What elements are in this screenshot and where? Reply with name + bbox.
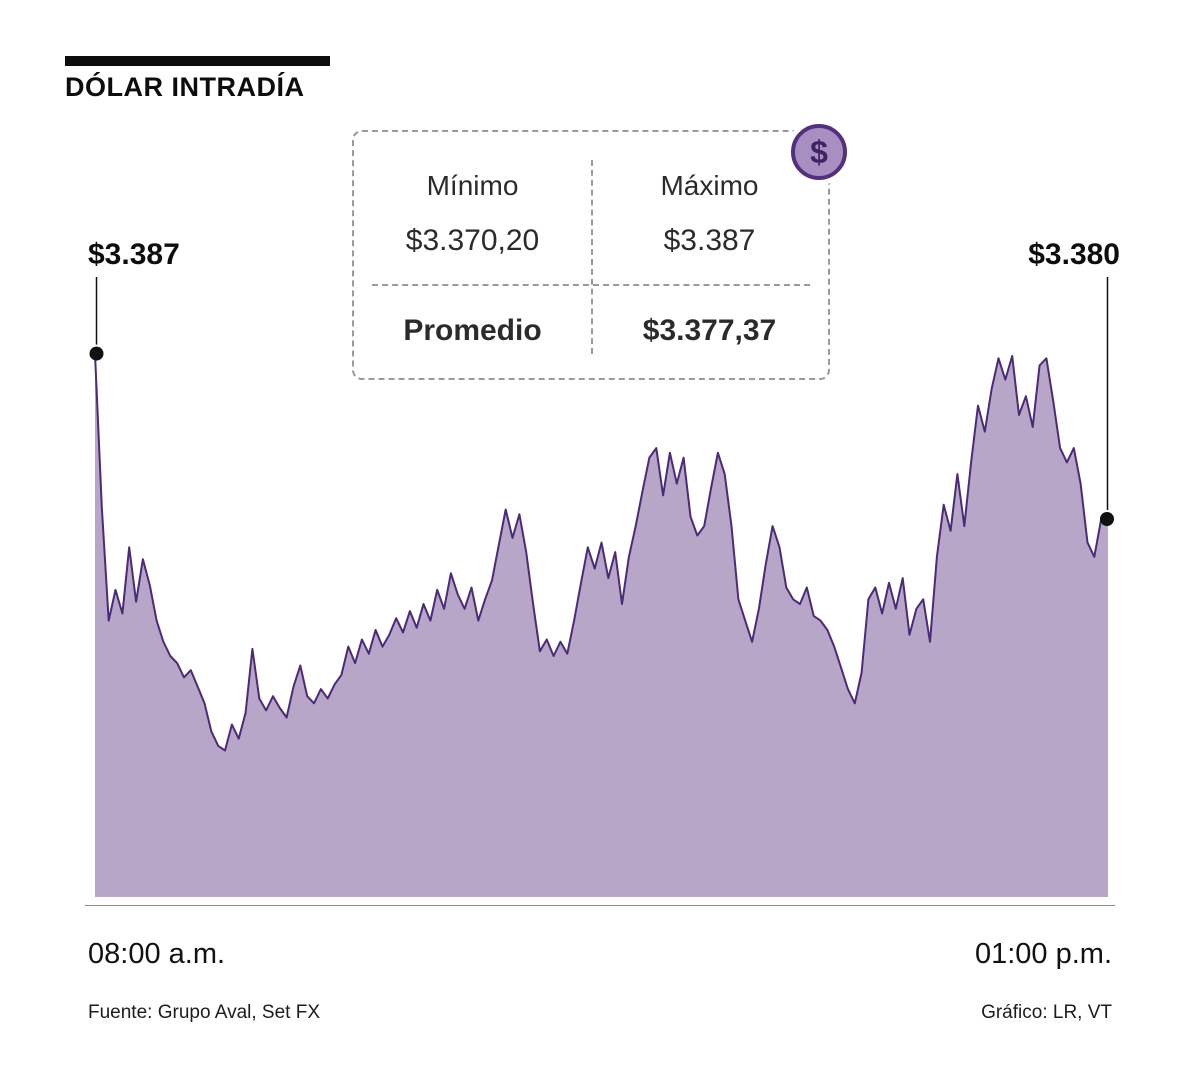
dollar-glyph: $ bbox=[810, 134, 828, 170]
graphic-credit: Gráfico: LR, VT bbox=[981, 1002, 1112, 1023]
max-value: $3.387 bbox=[663, 224, 756, 257]
x-axis-line bbox=[85, 905, 1115, 906]
source-credit: Fuente: Grupo Aval, Set FX bbox=[88, 1002, 320, 1023]
x-axis-start-label: 08:00 a.m. bbox=[88, 938, 226, 970]
avg-label: Promedio bbox=[403, 314, 542, 347]
min-label: Mínimo bbox=[426, 170, 519, 201]
avg-value: $3.377,37 bbox=[642, 314, 777, 347]
stats-vertical-divider bbox=[591, 160, 593, 354]
min-value: $3.370,20 bbox=[405, 224, 540, 257]
dollar-sign-icon: $ bbox=[791, 124, 847, 180]
intraday-area-chart bbox=[89, 277, 1114, 898]
title-accent-bar bbox=[65, 56, 330, 66]
start-value-annotation: $3.387 bbox=[88, 238, 180, 271]
stats-box: Mínimo Máximo $3.370,20 $3.387 Promedio … bbox=[352, 130, 830, 380]
page-title: DÓLAR INTRADÍA bbox=[65, 72, 305, 102]
max-label: Máximo bbox=[660, 170, 759, 201]
x-axis-end-label: 01:00 p.m. bbox=[974, 938, 1112, 970]
end-value-annotation: $3.380 bbox=[1028, 238, 1120, 271]
